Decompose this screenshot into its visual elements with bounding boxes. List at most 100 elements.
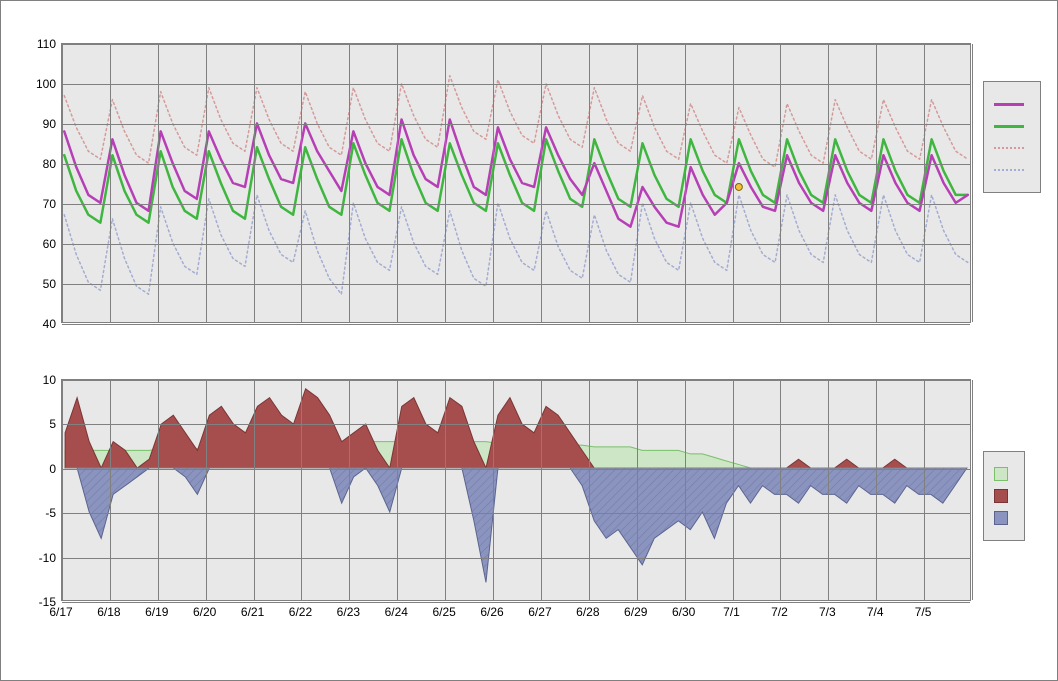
legend-swatch [994,169,1024,171]
gridline-v [828,380,829,600]
gridline-v [589,380,590,600]
x-tick-label: 7/1 [723,605,740,619]
legend-item [994,118,1030,134]
y-tick-label: 50 [43,277,56,291]
gridline-v [349,44,350,322]
x-tick-label: 6/28 [576,605,599,619]
gridline-v [780,380,781,600]
gridline-v [301,44,302,322]
bottom-chart-legend [983,451,1025,541]
y-tick-label: 80 [43,157,56,171]
gridline-v [972,44,973,322]
x-tick-label: 6/21 [241,605,264,619]
y-tick-label: 0 [49,462,56,476]
gridline-v [685,44,686,322]
gridline-v [876,44,877,322]
y-tick-label: 5 [49,417,56,431]
x-tick-label: 6/17 [49,605,72,619]
gridline-v [301,380,302,600]
y-tick-label: 10 [43,373,56,387]
y-tick-label: 100 [36,77,56,91]
x-tick-label: 6/29 [624,605,647,619]
gridline-v [158,380,159,600]
gridline-v [541,380,542,600]
x-tick-label: 6/18 [97,605,120,619]
gridline-v [206,44,207,322]
gridline-v [445,44,446,322]
gridline-v [733,44,734,322]
gridline-v [62,44,63,322]
gridline-v [445,380,446,600]
y-tick-label: 40 [43,317,56,331]
legend-swatch [994,125,1024,128]
y-tick-label: -5 [45,506,56,520]
gridline-h [62,284,970,285]
gridline-h [62,44,970,45]
x-tick-label: 6/30 [672,605,695,619]
legend-swatch [994,147,1024,149]
y-tick-label: -10 [39,551,56,565]
gridline-v [589,44,590,322]
x-tick-label: 6/26 [480,605,503,619]
gridline-v [541,44,542,322]
top-chart-legend [983,81,1041,193]
legend-item [994,162,1030,178]
legend-swatch [994,467,1008,481]
gridline-h [62,424,970,425]
gridline-v [828,44,829,322]
gridline-v [493,44,494,322]
gridline-v [254,380,255,600]
x-tick-label: 7/5 [915,605,932,619]
x-tick-label: 6/23 [337,605,360,619]
gridline-v [158,44,159,322]
gridline-h [62,380,970,381]
x-tick-label: 6/20 [193,605,216,619]
gridline-v [972,380,973,600]
bottom-chart: -15-10-50510 [61,379,971,601]
x-tick-label: 6/22 [289,605,312,619]
gridline-v [924,380,925,600]
gridline-v [397,44,398,322]
top-chart: 405060708090100110 [61,43,971,323]
series-negative-anomaly-hatch [65,468,967,582]
gridline-h [62,244,970,245]
gridline-v [349,380,350,600]
gridline-v [780,44,781,322]
gridline-v [254,44,255,322]
y-tick-label: 90 [43,117,56,131]
gridline-h [62,164,970,165]
gridline-v [733,380,734,600]
legend-swatch [994,103,1024,106]
x-tick-label: 6/25 [432,605,455,619]
legend-swatch [994,489,1008,503]
gridline-v [637,44,638,322]
x-tick-label: 6/19 [145,605,168,619]
gridline-v [110,380,111,600]
x-tick-label: 7/3 [819,605,836,619]
gridline-v [637,380,638,600]
y-tick-label: 70 [43,197,56,211]
gridline-h [62,204,970,205]
gridline-h [62,469,970,470]
gridline-v [924,44,925,322]
gridline-v [62,380,63,600]
gridline-v [493,380,494,600]
gridline-h [62,513,970,514]
legend-item [994,510,1014,526]
top-chart-svg [62,44,970,322]
x-tick-label: 7/2 [771,605,788,619]
gridline-v [110,44,111,322]
x-tick-label: 6/24 [385,605,408,619]
legend-item [994,96,1030,112]
x-tick-label: 6/27 [528,605,551,619]
gridline-h [62,558,970,559]
legend-item [994,140,1030,156]
x-axis: 6/176/186/196/206/216/226/236/246/256/26… [61,601,971,621]
gridline-h [62,124,970,125]
gridline-v [206,380,207,600]
gridline-v [685,380,686,600]
x-tick-label: 7/4 [867,605,884,619]
y-tick-label: 60 [43,237,56,251]
bottom-chart-svg [62,380,970,600]
highlight-marker [735,183,742,190]
